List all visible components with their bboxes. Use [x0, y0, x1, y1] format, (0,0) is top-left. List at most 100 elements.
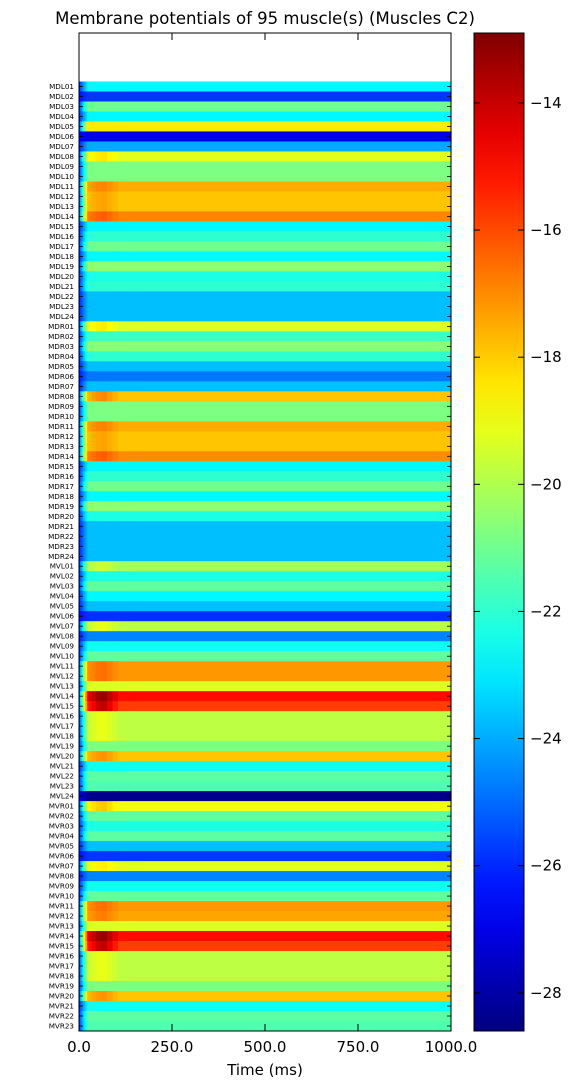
- heatmap-cell: [92, 381, 97, 392]
- heatmap-cell: [134, 1011, 452, 1022]
- row-label: MDL04: [49, 112, 74, 121]
- heatmap-cell: [92, 671, 97, 682]
- heatmap-cell: [83, 121, 86, 132]
- heatmap-cell: [101, 861, 108, 872]
- heatmap-cell: [125, 191, 136, 202]
- heatmap-cell: [89, 741, 93, 752]
- heatmap-cell: [85, 251, 88, 262]
- heatmap-cell: [134, 431, 452, 442]
- heatmap-cell: [85, 741, 88, 752]
- heatmap-cell: [134, 261, 452, 272]
- heatmap-cell: [85, 371, 88, 382]
- heatmap-cell: [106, 941, 114, 952]
- heatmap-cell: [95, 411, 102, 422]
- heatmap-cell: [92, 331, 97, 342]
- heatmap-cell: [106, 961, 114, 972]
- row-label: MVR04: [49, 832, 75, 841]
- heatmap-cell: [134, 491, 452, 502]
- heatmap-cell: [118, 931, 127, 942]
- heatmap-cell: [83, 641, 86, 652]
- heatmap-cell: [85, 831, 88, 842]
- heatmap-cell: [112, 671, 119, 682]
- heatmap-cell: [112, 321, 119, 332]
- heatmap-cell: [125, 401, 136, 412]
- heatmap-cell: [83, 581, 86, 592]
- heatmap-cell: [134, 321, 452, 332]
- heatmap-cell: [83, 651, 86, 662]
- heatmap-cell: [87, 341, 91, 352]
- heatmap-cell: [112, 561, 119, 572]
- heatmap-cell: [112, 571, 119, 582]
- heatmap-cell: [118, 961, 127, 972]
- row-label: MDR17: [48, 482, 74, 491]
- heatmap-cell: [125, 911, 136, 922]
- heatmap-cell: [112, 871, 119, 882]
- heatmap-cell: [118, 921, 127, 932]
- heatmap-cell: [112, 991, 119, 1002]
- heatmap-cell: [89, 691, 93, 702]
- heatmap-cell: [95, 851, 102, 862]
- heatmap-cell: [89, 221, 93, 232]
- heatmap-cell: [118, 511, 127, 522]
- heatmap-cell: [95, 721, 102, 732]
- heatmap-cell: [134, 171, 452, 182]
- heatmap-cell: [95, 641, 102, 652]
- row-label: MDL13: [49, 202, 74, 211]
- heatmap-cell: [134, 201, 452, 212]
- heatmap-cell: [95, 571, 102, 582]
- heatmap-cell: [83, 821, 86, 832]
- heatmap-cell: [89, 751, 93, 762]
- heatmap-cell: [87, 211, 91, 222]
- heatmap-cell: [85, 171, 88, 182]
- heatmap-cell: [92, 641, 97, 652]
- heatmap-cell: [118, 751, 127, 762]
- heatmap-cell: [92, 891, 97, 902]
- heatmap-cell: [89, 311, 93, 322]
- heatmap-cell: [83, 951, 86, 962]
- heatmap-cell: [89, 381, 93, 392]
- heatmap-cell: [87, 581, 91, 592]
- heatmap-cell: [106, 291, 114, 302]
- heatmap-cell: [125, 301, 136, 312]
- heatmap-cell: [83, 971, 86, 982]
- heatmap-cell: [89, 981, 93, 992]
- heatmap-cell: [89, 641, 93, 652]
- heatmap-cell: [118, 771, 127, 782]
- heatmap-cell: [118, 561, 127, 572]
- colorbar-tick-label: −14: [530, 94, 562, 112]
- heatmap-cell: [95, 251, 102, 262]
- row-label: MVL09: [50, 642, 75, 651]
- x-axis-label: Time (ms): [226, 1061, 303, 1079]
- heatmap-cell: [134, 701, 452, 712]
- heatmap-cell: [106, 661, 114, 672]
- heatmap-cell: [87, 431, 91, 442]
- heatmap-cell: [106, 631, 114, 642]
- heatmap-cell: [89, 1021, 93, 1032]
- heatmap-cell: [134, 911, 452, 922]
- heatmap-cell: [125, 341, 136, 352]
- heatmap-cell: [125, 511, 136, 522]
- heatmap-cell: [85, 961, 88, 972]
- heatmap-cell: [106, 461, 114, 472]
- heatmap-cell: [106, 621, 114, 632]
- heatmap-cell: [85, 191, 88, 202]
- heatmap-cell: [95, 941, 102, 952]
- heatmap-cell: [106, 641, 114, 652]
- heatmap-cell: [134, 561, 452, 572]
- heatmap-cell: [112, 931, 119, 942]
- heatmap-cell: [92, 101, 97, 112]
- heatmap-cell: [92, 1001, 97, 1012]
- heatmap-cell: [89, 731, 93, 742]
- heatmap-cell: [87, 841, 91, 852]
- heatmap-cell: [87, 521, 91, 532]
- heatmap-cell: [106, 191, 114, 202]
- heatmap-cell: [92, 481, 97, 492]
- heatmap-cell: [87, 691, 91, 702]
- heatmap-cell: [134, 581, 452, 592]
- heatmap-cell: [106, 161, 114, 172]
- heatmap-cell: [83, 831, 86, 842]
- colorbar-tick-label: −22: [530, 602, 562, 620]
- heatmap-cell: [106, 261, 114, 272]
- heatmap-cell: [92, 361, 97, 372]
- heatmap-cell: [92, 431, 97, 442]
